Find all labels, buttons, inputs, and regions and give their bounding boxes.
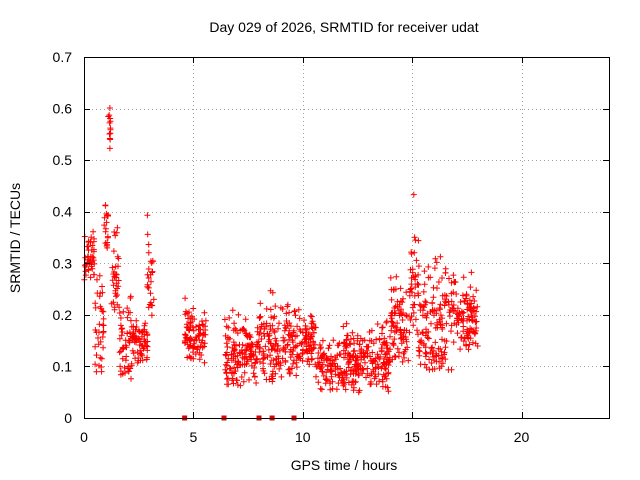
y-tick-label: 0 [64,410,72,426]
y-tick-label: 0.3 [53,255,73,271]
x-tick-label: 10 [295,429,311,445]
x-axis-ticks: 0 5 10 15 20 [80,57,529,445]
y-axis-label: SRMTID / TECUs [7,183,23,293]
y-axis-ticks: 0 0.1 0.2 0.3 0.4 0.5 0.6 0.7 [53,49,609,426]
scatter-points [81,105,481,396]
y-tick-label: 0.4 [53,204,73,220]
x-axis-label: GPS time / hours [291,457,398,473]
x-tick-label: 20 [514,429,530,445]
y-tick-label: 0.6 [53,101,73,117]
data-points [81,105,481,396]
y-tick-label: 0.5 [53,152,73,168]
x-tick-label: 5 [189,429,197,445]
x-tick-label: 15 [404,429,420,445]
chart-title: Day 029 of 2026, SRMTID for receiver uda… [209,19,478,35]
plot-frame [84,57,610,419]
y-tick-label: 0.2 [53,307,73,323]
y-tick-label: 0.7 [53,49,73,65]
y-tick-label: 0.1 [53,358,73,374]
x-tick-label: 0 [80,429,88,445]
